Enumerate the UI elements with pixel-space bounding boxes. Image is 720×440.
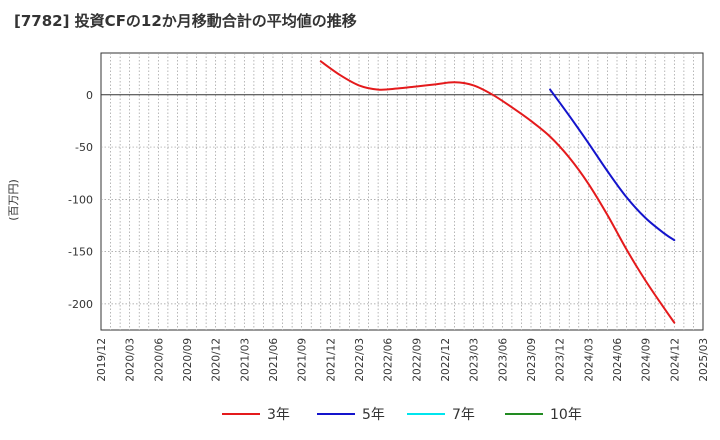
chart-title: [7782] 投資CFの12か月移動合計の平均値の推移 [14,12,357,30]
x-tick-label: 2022/09 [411,338,423,382]
x-tick-label: 2021/12 [325,338,337,382]
x-tick-label: 2020/09 [182,338,194,382]
x-tick-label: 2024/06 [612,338,624,382]
x-tick-label: 2023/06 [497,338,509,382]
y-tick-label: -100 [68,193,93,206]
x-tick-label: 2020/12 [211,338,223,382]
series-line-2 [549,88,676,242]
y-tick-label: -150 [68,246,93,259]
x-tick-label: 2024/03 [583,338,595,382]
x-tick-label: 2021/09 [297,338,309,382]
x-tick-label: 2022/03 [354,338,366,382]
legend-label-3: 7年 [452,407,475,423]
series-line-1 [319,60,676,324]
legend-label-4: 10年 [550,407,582,423]
x-tick-label: 2019/12 [96,338,108,382]
x-tick-label: 2023/03 [469,338,481,382]
series-layer [319,60,676,324]
y-tick-label: 0 [86,89,93,102]
plot-area [100,52,704,331]
x-tick-label: 2020/06 [153,338,165,382]
x-tick-label: 2023/12 [555,338,567,382]
axis-layer: 0 -50 -100 -150 -200 2019/12 2020/03 2020/06 202… [68,89,710,382]
x-tick-label: 2021/06 [268,338,280,382]
legend: 3年 5年 7年 10年 [222,407,582,423]
x-tick-label: 2021/03 [239,338,251,382]
y-tick-label: -200 [68,298,93,311]
x-tick-label: 2023/09 [526,338,538,382]
x-tick-label: 2020/03 [125,338,137,382]
legend-label-1: 3年 [267,407,290,423]
y-axis-label: (百万円) [7,179,20,221]
x-tick-label: 2022/12 [440,338,452,382]
x-tick-label: 2025/03 [698,338,710,382]
y-tick-label: -50 [75,141,93,154]
grid-layer [101,53,703,330]
x-tick-label: 2022/06 [383,338,395,382]
x-tick-label: 2024/09 [641,338,653,382]
x-tick-label: 2024/12 [669,338,681,382]
legend-label-2: 5年 [362,407,385,423]
